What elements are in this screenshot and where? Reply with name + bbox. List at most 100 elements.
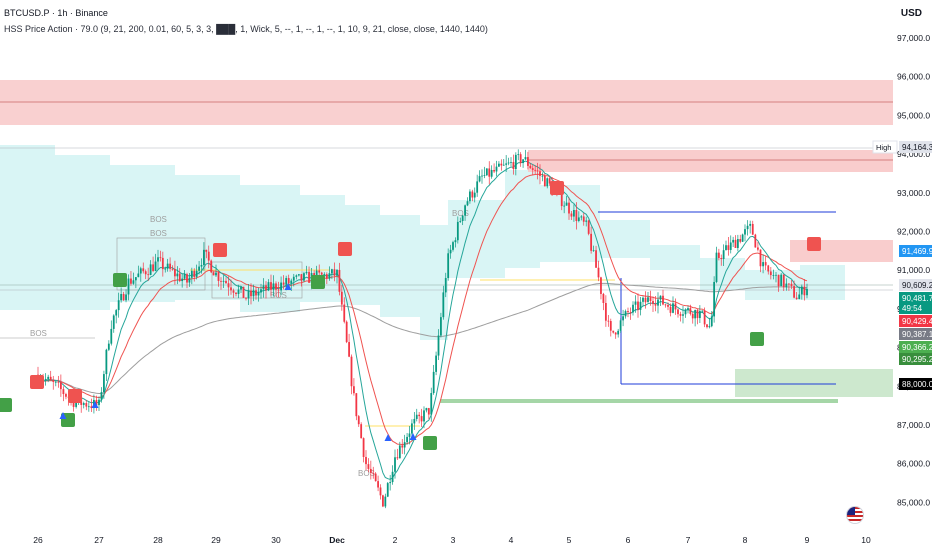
candle-body: [389, 482, 392, 484]
supply-zone-dec4: [528, 150, 893, 172]
candle-body: [627, 311, 629, 313]
liquidity-cloud: [0, 145, 55, 310]
time-tick-label: 29: [211, 535, 221, 545]
candle-body: [478, 176, 481, 182]
candle-body: [654, 304, 657, 306]
candle-body: [529, 165, 532, 169]
candle-body: [775, 274, 777, 276]
candle-body: [54, 381, 57, 383]
candle-body: [531, 168, 534, 170]
candle-body: [325, 274, 328, 279]
candle-body: [437, 335, 440, 356]
candle-body: [764, 262, 767, 266]
candle-body: [592, 250, 595, 252]
candle-body: [227, 283, 230, 288]
candle-body: [659, 295, 662, 300]
candle-body: [107, 343, 110, 350]
candle-body: [720, 257, 723, 260]
us-flag-icon: [846, 506, 864, 524]
candle-body: [510, 162, 512, 163]
candle-body: [617, 330, 620, 335]
candle-body: [52, 379, 55, 382]
candle-body: [232, 290, 235, 293]
candle-body: [575, 209, 578, 221]
price-tag-value: 94,164.3: [902, 143, 932, 152]
candle-body: [374, 473, 377, 482]
candle-body: [391, 471, 394, 483]
candle-body: [622, 316, 624, 321]
currency-label[interactable]: USD: [900, 8, 922, 19]
ema-21-line: [37, 173, 808, 446]
sell-signal-marker: [807, 237, 821, 251]
candle-body: [300, 274, 303, 281]
candle-body: [260, 289, 262, 293]
indicator-legend[interactable]: HSS Price Action · 79.0 (9, 21, 200, 0.0…: [4, 24, 488, 34]
candle-body: [476, 181, 479, 193]
candle-body: [308, 271, 310, 283]
price-tag-box: [899, 315, 932, 327]
candle-body: [717, 252, 720, 258]
candle-body: [585, 220, 588, 222]
buy-signal-marker: [423, 436, 437, 450]
price-tick-label: 96,000.0: [897, 72, 930, 82]
candle-body: [751, 223, 754, 235]
candle-body: [369, 468, 372, 473]
candle-body: [340, 291, 343, 305]
price-tag-name-box: [872, 140, 898, 154]
candle-body: [198, 266, 200, 271]
liquidity-cloud: [700, 258, 745, 290]
supply-zone-dec9: [790, 240, 893, 262]
sell-signal-marker: [213, 243, 227, 257]
candle-body: [701, 310, 704, 312]
candle-body: [710, 316, 713, 327]
candle-body: [215, 272, 217, 276]
candle-body: [507, 162, 510, 164]
candle-body: [512, 162, 515, 170]
candle-body: [285, 278, 288, 285]
candle-body: [759, 249, 762, 267]
candle-body: [729, 242, 732, 250]
candle-body: [333, 269, 336, 276]
candle-body: [287, 278, 290, 284]
candle-body: [267, 282, 270, 291]
candle-body: [464, 205, 466, 216]
supply-zone-top: [0, 80, 893, 125]
symbol-title[interactable]: BTCUSD.P · 1h · Binance: [4, 8, 108, 18]
candle-body: [609, 321, 612, 331]
candle-body: [447, 253, 450, 279]
candle-body: [667, 305, 669, 307]
candle-body: [365, 456, 367, 465]
time-tick-label: 10: [861, 535, 871, 545]
candle-body: [360, 424, 363, 439]
candle-body: [587, 220, 590, 234]
candle-body: [323, 274, 326, 275]
candle-body: [425, 408, 428, 411]
candle-body: [534, 169, 537, 171]
candle-body: [466, 201, 469, 206]
candle-body: [459, 220, 462, 222]
candle-body: [240, 286, 242, 290]
candle-body: [105, 349, 108, 375]
sell-signal-marker: [550, 181, 564, 195]
candle-body: [662, 295, 664, 305]
candle-body: [674, 303, 677, 310]
candle-body: [708, 326, 711, 328]
liquidity-cloud: [380, 215, 420, 317]
candle-body: [386, 483, 389, 497]
price-tag-value: 90,429.4: [902, 317, 932, 326]
candle-body: [418, 414, 421, 417]
candle-body: [790, 283, 793, 287]
candle-body: [607, 320, 610, 322]
candle-body: [548, 178, 551, 184]
price-tick-label: 91,000.0: [897, 265, 930, 275]
candle-body: [514, 154, 517, 170]
candle-body: [47, 376, 50, 379]
price-tag-value: 49:54: [902, 304, 923, 313]
candle-body: [277, 289, 280, 291]
candle-body: [161, 257, 164, 270]
candle-body: [212, 272, 215, 276]
candle-body: [649, 297, 652, 302]
candle-body: [103, 374, 105, 393]
candle-body: [174, 269, 176, 277]
